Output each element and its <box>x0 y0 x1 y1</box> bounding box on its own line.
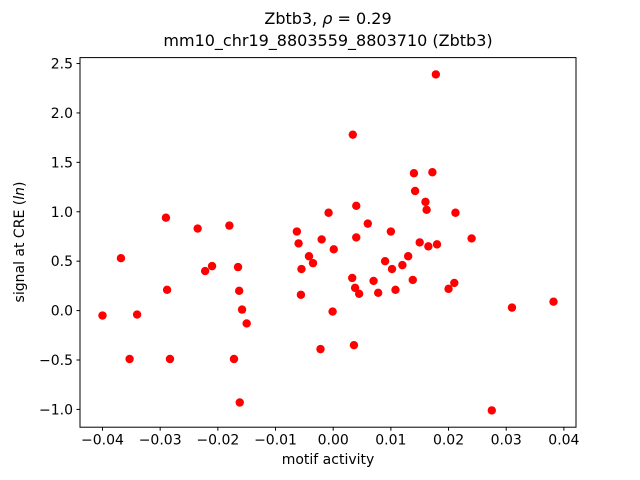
y-tick-label: 0.5 <box>51 254 73 270</box>
scatter-point <box>348 130 357 139</box>
y-tick-label: 2.5 <box>51 57 73 73</box>
scatter-point <box>373 288 383 297</box>
x-tick-label: −0.03 <box>139 433 182 449</box>
scatter-point <box>193 224 202 233</box>
scatter-point <box>162 285 172 295</box>
scatter-point <box>549 297 558 306</box>
y-tick-label: −1.0 <box>39 402 73 418</box>
scatter-point <box>304 252 314 261</box>
scatter-point <box>324 208 333 217</box>
scatter-point <box>98 311 107 320</box>
scatter-point <box>415 238 424 247</box>
chart-title-prefix: Zbtb3, <box>264 9 323 28</box>
chart-subtitle: mm10_chr19_8803559_8803710 (Zbtb3) <box>163 31 493 50</box>
x-tick-label: 0.02 <box>433 433 464 449</box>
scatter-point <box>422 205 431 214</box>
scatter-point <box>387 264 397 274</box>
scatter-point <box>292 227 302 236</box>
x-tick-label: −0.04 <box>81 433 124 449</box>
y-tick-label: 2.0 <box>51 106 73 122</box>
x-tick-label: 0.01 <box>375 433 406 449</box>
rho-symbol: ρ <box>322 9 333 28</box>
scatter-point <box>297 264 306 274</box>
scatter-point <box>450 278 459 288</box>
y-tick-label: 1.0 <box>51 205 73 221</box>
x-tick-label: −0.02 <box>196 433 239 449</box>
y-tick-label: 0.0 <box>51 304 73 320</box>
scatter-point <box>308 258 318 268</box>
scatter-point <box>235 398 244 407</box>
scatter-point <box>409 169 419 178</box>
chart-title-suffix: = 0.29 <box>332 9 392 28</box>
scatter-point <box>161 213 171 222</box>
scatter-point <box>451 208 460 217</box>
scatter-point <box>294 239 303 248</box>
scatter-point <box>432 240 442 249</box>
scatter-point <box>207 261 217 271</box>
scatter-point <box>317 235 326 244</box>
scatter-point <box>410 186 420 196</box>
scatter-point <box>424 242 433 251</box>
scatter-point <box>316 344 325 354</box>
scatter-point <box>229 354 239 364</box>
scatter-point <box>408 275 417 285</box>
scatter-point <box>348 273 357 283</box>
scatter-point <box>507 303 517 312</box>
chart-title: Zbtb3, ρ = 0.29 <box>264 9 391 28</box>
scatter-point <box>349 340 359 350</box>
scatter-point <box>234 286 244 296</box>
x-tick-label: −0.01 <box>254 433 297 449</box>
x-tick-label: 0.04 <box>548 433 579 449</box>
scatter-point <box>467 234 476 243</box>
scatter-point <box>369 276 378 286</box>
scatter-point <box>363 219 372 228</box>
scatter-point <box>421 197 430 207</box>
scatter-point <box>237 305 247 314</box>
x-axis-label: motif activity <box>281 452 375 468</box>
scatter-point <box>431 70 441 79</box>
scatter-point <box>225 221 234 230</box>
scatter-point <box>350 283 360 293</box>
scatter-point <box>116 254 126 263</box>
scatter-point <box>487 406 496 415</box>
scatter-point <box>165 354 175 364</box>
x-tick-label: 0.00 <box>318 433 349 449</box>
axes-border <box>79 57 577 428</box>
scatter-point <box>380 256 390 266</box>
scatter-point <box>200 266 210 276</box>
y-tick-label: −0.5 <box>39 353 73 369</box>
scatter-point <box>242 319 251 328</box>
scatter-point <box>329 245 338 254</box>
scatter-point <box>403 252 413 261</box>
scatter-point <box>428 168 437 177</box>
scatter-point <box>132 310 142 319</box>
scatter-point <box>354 289 364 298</box>
y-tick-label: 1.5 <box>51 155 73 171</box>
scatter-point <box>125 354 134 364</box>
scatter-point <box>352 201 361 211</box>
scatter-point <box>233 262 243 272</box>
scatter-point <box>444 284 453 294</box>
scatter-point <box>398 260 407 270</box>
scatter-point <box>386 227 396 236</box>
scatter-point <box>391 285 400 295</box>
scatter-point <box>352 233 361 242</box>
x-tick-label: 0.03 <box>491 433 522 449</box>
scatter-point <box>296 290 306 299</box>
scatter-point <box>328 307 337 316</box>
